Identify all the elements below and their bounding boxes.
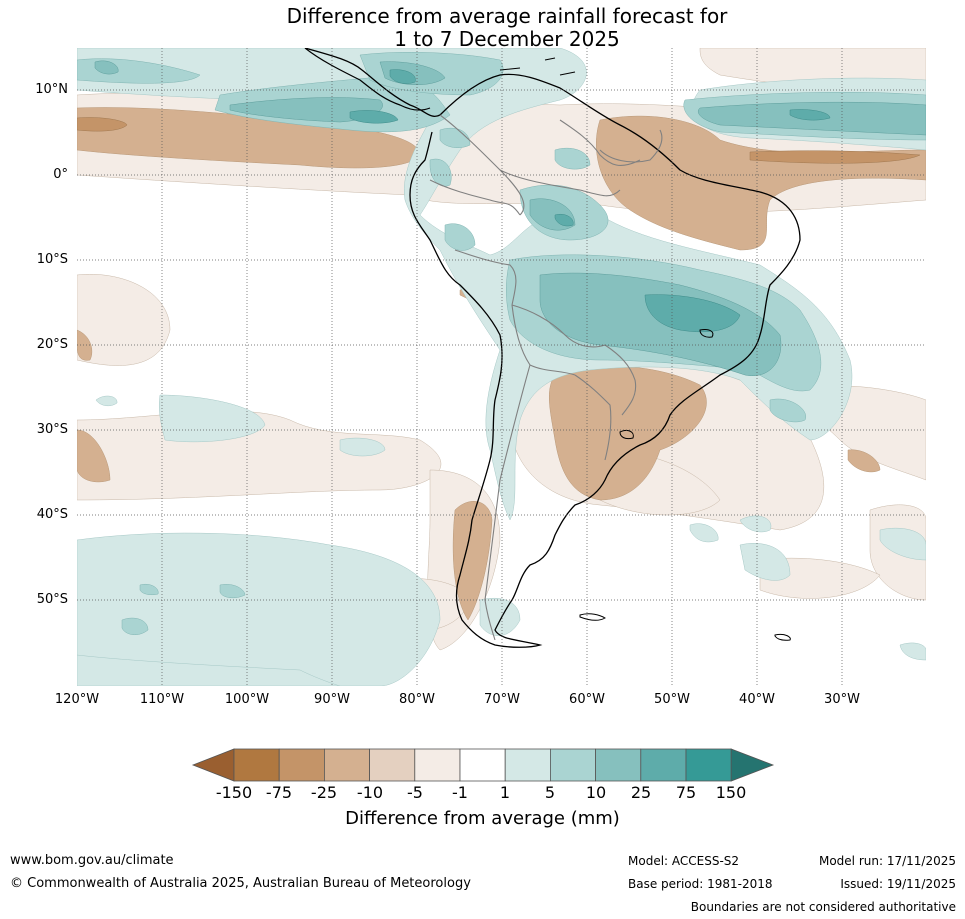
footer-website: www.bom.gov.au/climate bbox=[10, 853, 174, 868]
southern-islands bbox=[579, 329, 791, 641]
colorbar-tick-label: -5 bbox=[407, 783, 423, 802]
colorbar-extend-low bbox=[191, 748, 235, 782]
lat-label-30s: 30°S bbox=[36, 422, 68, 437]
lon-label-80w: 80°W bbox=[399, 692, 435, 707]
colorbar-swatch bbox=[414, 748, 461, 782]
lon-label-70w: 70°W bbox=[484, 692, 520, 707]
colorbar-extend-high bbox=[730, 748, 775, 782]
colorbar-swatch bbox=[640, 748, 687, 782]
lat-label-40s: 40°S bbox=[36, 507, 68, 522]
lon-label-100w: 100°W bbox=[224, 692, 270, 707]
coastlines-and-borders bbox=[304, 48, 801, 648]
colorbar-tick-label: 25 bbox=[630, 783, 652, 802]
lat-label-0: 0° bbox=[53, 167, 68, 182]
caribbean-islands bbox=[499, 57, 576, 76]
colorbar-swatch bbox=[323, 748, 370, 782]
colorbar-swatch bbox=[685, 748, 732, 782]
colorbar-tick-label: 10 bbox=[585, 783, 607, 802]
colorbar-tick-label: 75 bbox=[675, 783, 697, 802]
graticule bbox=[77, 48, 926, 686]
anomaly-fields bbox=[77, 48, 926, 686]
colorbar-swatch bbox=[504, 748, 551, 782]
colorbar bbox=[191, 748, 775, 782]
footer-issued: Issued: 19/11/2025 bbox=[840, 877, 956, 891]
colorbar-tick-label: 1 bbox=[499, 783, 511, 802]
colorbar-swatch bbox=[369, 748, 416, 782]
lat-label-10n: 10°N bbox=[35, 82, 68, 97]
colorbar-tick-label: 5 bbox=[544, 783, 556, 802]
footer-disclaimer: Boundaries are not considered authoritat… bbox=[690, 900, 956, 914]
footer-model-run: Model run: 17/11/2025 bbox=[818, 854, 956, 868]
colorbar-swatch bbox=[550, 748, 597, 782]
colorbar-title: Difference from average (mm) bbox=[345, 808, 620, 829]
lat-label-10s: 10°S bbox=[36, 252, 68, 267]
dry-anomaly-strong-areas bbox=[77, 117, 921, 164]
lon-label-30w: 30°W bbox=[824, 692, 860, 707]
dry-anomaly-medium-areas bbox=[77, 87, 926, 621]
lon-label-90w: 90°W bbox=[314, 692, 350, 707]
map-title-line1: Difference from average rainfall forecas… bbox=[286, 4, 728, 28]
colorbar-tick-label: -25 bbox=[310, 783, 338, 802]
footer-model: Model: ACCESS-S2 bbox=[628, 854, 740, 868]
colorbar-tick-label: -150 bbox=[215, 783, 253, 802]
lat-label-20s: 20°S bbox=[36, 337, 68, 352]
central-america-coastline bbox=[304, 48, 431, 111]
lon-label-50w: 50°W bbox=[654, 692, 690, 707]
colorbar-swatch bbox=[459, 748, 506, 782]
colorbar-tick-label: 150 bbox=[715, 783, 747, 802]
footer-base-period: Base period: 1981-2018 bbox=[628, 877, 773, 891]
colorbar-tick-label: -10 bbox=[356, 783, 384, 802]
national-borders bbox=[429, 114, 663, 641]
footer-copyright: © Commonwealth of Australia 2025, Austra… bbox=[10, 876, 471, 891]
lon-label-110w: 110°W bbox=[139, 692, 185, 707]
lon-label-120w: 120°W bbox=[54, 692, 100, 707]
map-title-line2: 1 to 7 December 2025 bbox=[394, 27, 620, 51]
colorbar-swatch bbox=[278, 748, 325, 782]
colorbar-swatch bbox=[595, 748, 642, 782]
lon-label-40w: 40°W bbox=[739, 692, 775, 707]
lat-label-50s: 50°S bbox=[36, 592, 68, 607]
wet-anomaly-core-areas bbox=[349, 69, 831, 333]
south-america-coastline bbox=[304, 48, 801, 648]
colorbar-tick-label: -75 bbox=[265, 783, 293, 802]
colorbar-swatch bbox=[233, 748, 280, 782]
colorbar-tick-label: -1 bbox=[452, 783, 468, 802]
lon-label-60w: 60°W bbox=[569, 692, 605, 707]
